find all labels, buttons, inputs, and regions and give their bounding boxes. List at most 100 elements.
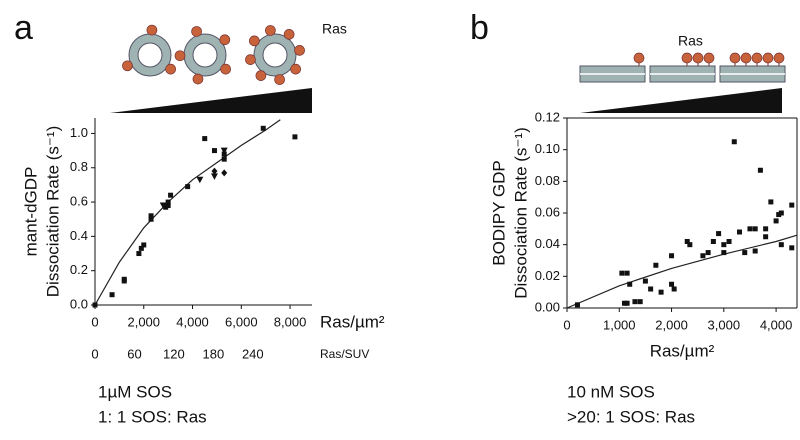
vesicle-inner	[192, 42, 218, 68]
point	[721, 250, 727, 256]
point	[721, 242, 727, 248]
ras-protein	[703, 52, 715, 64]
point	[196, 176, 204, 184]
point	[141, 242, 147, 248]
point	[165, 202, 171, 208]
point	[642, 278, 648, 284]
point	[747, 226, 753, 232]
gradient-wedge	[580, 88, 782, 113]
y-tick-label: 0.06	[535, 204, 560, 219]
ras-protein	[245, 54, 256, 65]
gradient-wedge	[110, 88, 312, 113]
point	[742, 250, 748, 256]
point	[624, 300, 630, 306]
point	[121, 278, 127, 284]
x-axis-label: Ras/µm²	[320, 312, 385, 331]
point	[632, 299, 638, 305]
panel: b Ras 0.00 0.02 0.04 0.06 0.08 0.10 0.12 0 1,000 2,…	[470, 9, 798, 426]
point	[148, 213, 154, 219]
ras-protein	[692, 52, 704, 64]
point	[687, 242, 693, 248]
y-tick-label: 0.4	[70, 228, 88, 243]
point	[185, 184, 191, 190]
point	[710, 239, 716, 244]
point	[669, 281, 675, 287]
point	[637, 299, 643, 305]
x2-tick-label: 120	[163, 346, 185, 361]
panel-letter: b	[470, 9, 489, 47]
point	[789, 202, 795, 208]
point	[648, 286, 654, 292]
point	[211, 167, 218, 175]
ras-protein	[762, 52, 774, 64]
point	[622, 300, 627, 306]
point	[292, 134, 298, 140]
point	[211, 148, 217, 154]
y-tick-label: 1.0	[70, 125, 88, 140]
ras-protein	[220, 63, 231, 75]
x-tick-label: 1,000	[603, 317, 636, 332]
point	[763, 234, 769, 240]
fit-curve	[566, 234, 798, 309]
caption: 10 nM SOS	[567, 382, 655, 401]
y-tick-label: 0.08	[535, 173, 560, 188]
x-tick-label: 0	[563, 317, 570, 332]
point	[138, 245, 144, 251]
ras-label: Ras	[322, 21, 347, 37]
ras-protein	[165, 63, 176, 75]
x2-tick-label: 60	[127, 346, 141, 361]
point	[684, 239, 690, 244]
ras-protein	[751, 52, 763, 64]
x-tick-label: 8,000	[274, 314, 307, 329]
caption: >20: 1 SOS: Ras	[567, 407, 695, 426]
point	[109, 292, 115, 298]
y-tick-label: 0.8	[70, 159, 88, 174]
ras-protein	[773, 52, 785, 64]
ras-protein	[633, 52, 645, 64]
point	[700, 253, 706, 259]
y-tick-label: 0.6	[70, 194, 88, 209]
point	[202, 136, 208, 142]
point	[220, 147, 228, 155]
point	[789, 245, 795, 251]
point	[768, 199, 774, 205]
point	[627, 281, 633, 287]
point	[763, 226, 769, 232]
y-axis-label: Dissociation Rate (s⁻¹)	[43, 126, 62, 297]
point	[776, 212, 782, 218]
point	[737, 229, 742, 235]
point	[752, 226, 758, 232]
point	[92, 302, 98, 308]
y-tick-label: 0.04	[535, 236, 560, 251]
y-tick-label: 0.12	[535, 109, 560, 124]
y-tick-label: 0.02	[535, 268, 560, 283]
x-tick-label: 3,000	[708, 317, 741, 332]
point	[752, 248, 758, 254]
ras-protein	[274, 74, 285, 85]
ras-protein	[294, 45, 305, 56]
point	[778, 242, 784, 248]
caption: 1: 1 SOS: Ras	[98, 407, 207, 426]
point	[757, 167, 763, 173]
point	[159, 202, 167, 209]
point	[165, 199, 171, 205]
ras-protein	[740, 52, 752, 64]
x2-tick-label: 240	[242, 346, 264, 361]
point	[671, 286, 677, 292]
ras-protein	[255, 70, 267, 81]
point	[705, 250, 711, 256]
ras-protein	[729, 52, 741, 64]
vesicle-inner	[262, 42, 288, 68]
point	[716, 231, 722, 237]
ras-label: Ras	[678, 33, 703, 49]
point	[624, 270, 630, 276]
point	[221, 169, 228, 177]
ras-protein	[265, 25, 276, 36]
point	[210, 173, 218, 180]
ras-protein	[146, 24, 158, 36]
point	[168, 192, 174, 198]
point	[619, 270, 625, 276]
y-tick-label: 0.0	[70, 296, 88, 311]
ras-protein	[219, 34, 231, 46]
ras-protein	[681, 52, 693, 64]
